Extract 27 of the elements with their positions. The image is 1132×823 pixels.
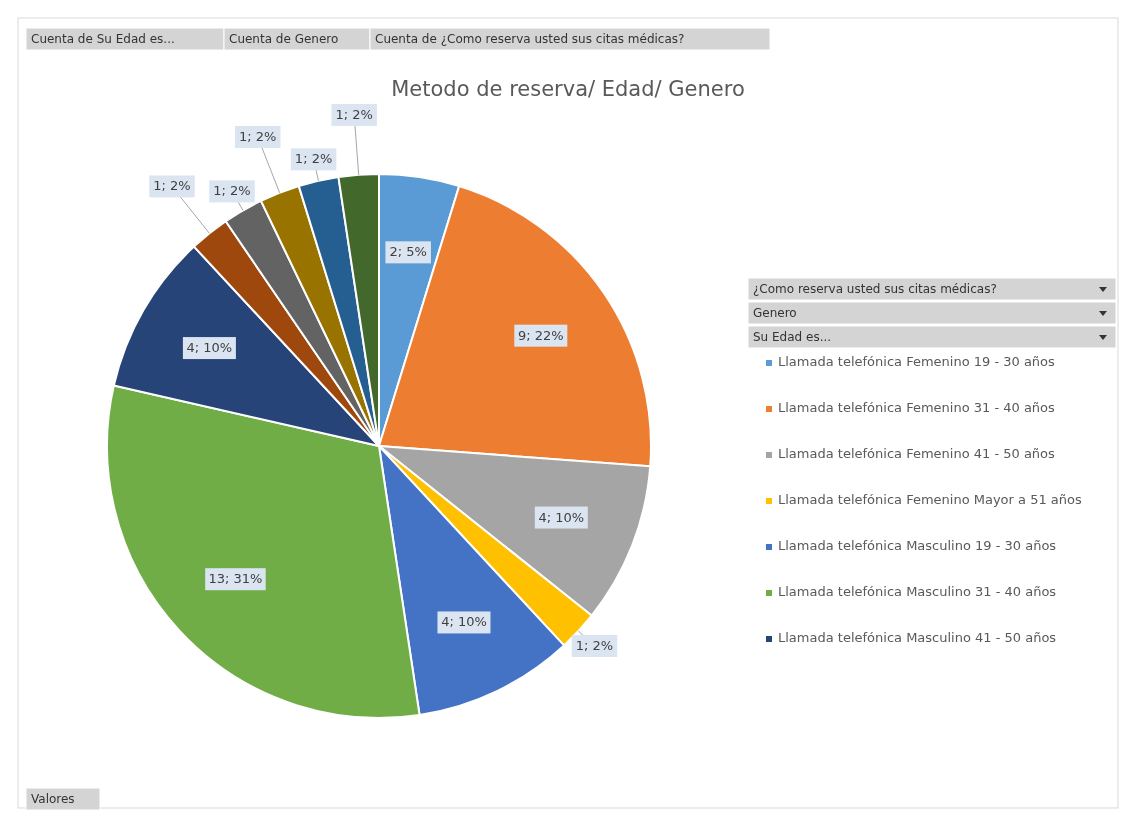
text: Su Edad es...: [753, 330, 832, 344]
data-label: 13; 31%: [208, 571, 263, 587]
text: Cuenta de Su Edad es...: [31, 32, 175, 46]
legend-label: Llamada telefónica Femenino 41 - 50 años: [778, 446, 1056, 461]
text: ¿Como reserva usted sus citas médicas?: [753, 282, 997, 296]
data-label: 4; 10%: [538, 509, 585, 525]
text: Cuenta de ¿Como reserva usted sus citas médicas?: [375, 32, 685, 46]
data-label: 1; 2%: [294, 151, 333, 167]
data-label: 1; 2%: [335, 106, 373, 122]
data-label: 4; 10%: [441, 614, 487, 630]
legend-label: Llamada telefónica Femenino 31 - 40 años: [778, 400, 1056, 415]
text: Cuenta de Genero: [229, 32, 339, 46]
chart-title: Metodo de reserva/ Edad/ Genero: [391, 77, 745, 101]
data-label: 2; 5%: [389, 244, 427, 260]
legend-label: Llamada telefónica Femenino Mayor a 51 años: [778, 492, 1082, 507]
legend-label: Llamada telefónica Masculino 19 - 30 años: [778, 538, 1057, 553]
text: Genero: [753, 306, 797, 320]
legend-label: Llamada telefónica Masculino 41 - 50 años: [778, 630, 1057, 645]
data-label: 1; 2%: [239, 128, 277, 144]
legend-label: Llamada telefónica Femenino 19 - 30 años: [778, 354, 1056, 369]
data-label: 1; 2%: [153, 178, 191, 194]
data-label: 1; 2%: [575, 637, 614, 653]
data-label: 4; 10%: [186, 340, 233, 356]
legend-label: Llamada telefónica Masculino 31 - 40 años: [778, 584, 1057, 599]
text: Valores: [31, 792, 75, 806]
data-label: 9; 22%: [517, 327, 564, 343]
data-label: 1; 2%: [213, 183, 251, 199]
